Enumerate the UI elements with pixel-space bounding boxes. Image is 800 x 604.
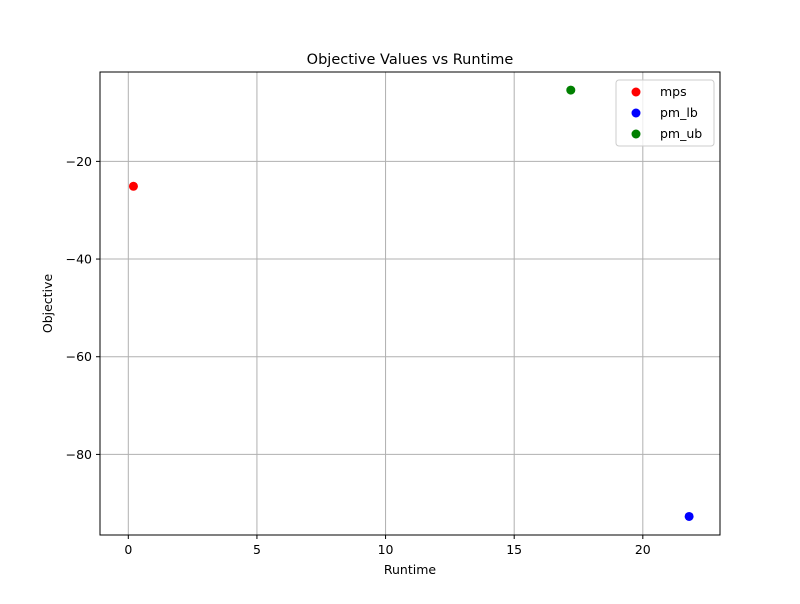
y-axis-label: Objective: [40, 274, 55, 334]
data-point-mps: [128, 181, 138, 191]
points-layer: [128, 85, 694, 521]
x-axis-label: Runtime: [384, 562, 437, 577]
x-tick-label: 0: [124, 542, 132, 557]
chart-title: Objective Values vs Runtime: [307, 52, 514, 68]
y-tick-label: −20: [66, 154, 92, 169]
legend: mps pm_lb pm_ub: [615, 79, 715, 147]
legend-marker-pm-ub: [631, 129, 641, 139]
y-tick-label: −60: [66, 349, 92, 364]
data-point-pm-ub: [566, 85, 576, 95]
x-tick-label: 15: [506, 542, 522, 557]
y-tick-label: −80: [66, 447, 92, 462]
y-tick-label: −40: [66, 252, 92, 267]
legend-box: [615, 79, 715, 147]
legend-label-pm-lb: pm_lb: [660, 105, 698, 120]
tick-layer: 0 5 10 15 20 −20 −40 −60 −80: [66, 154, 651, 557]
legend-label-mps: mps: [660, 84, 687, 99]
legend-marker-pm-lb: [631, 108, 641, 118]
legend-marker-mps: [631, 87, 641, 97]
x-tick-label: 5: [253, 542, 261, 557]
data-point-pm-lb: [684, 511, 694, 521]
grid-layer: [100, 72, 720, 535]
x-tick-label: 20: [635, 542, 651, 557]
x-tick-label: 10: [378, 542, 394, 557]
plot-frame: [99, 71, 721, 536]
legend-label-pm-ub: pm_ub: [660, 126, 702, 141]
